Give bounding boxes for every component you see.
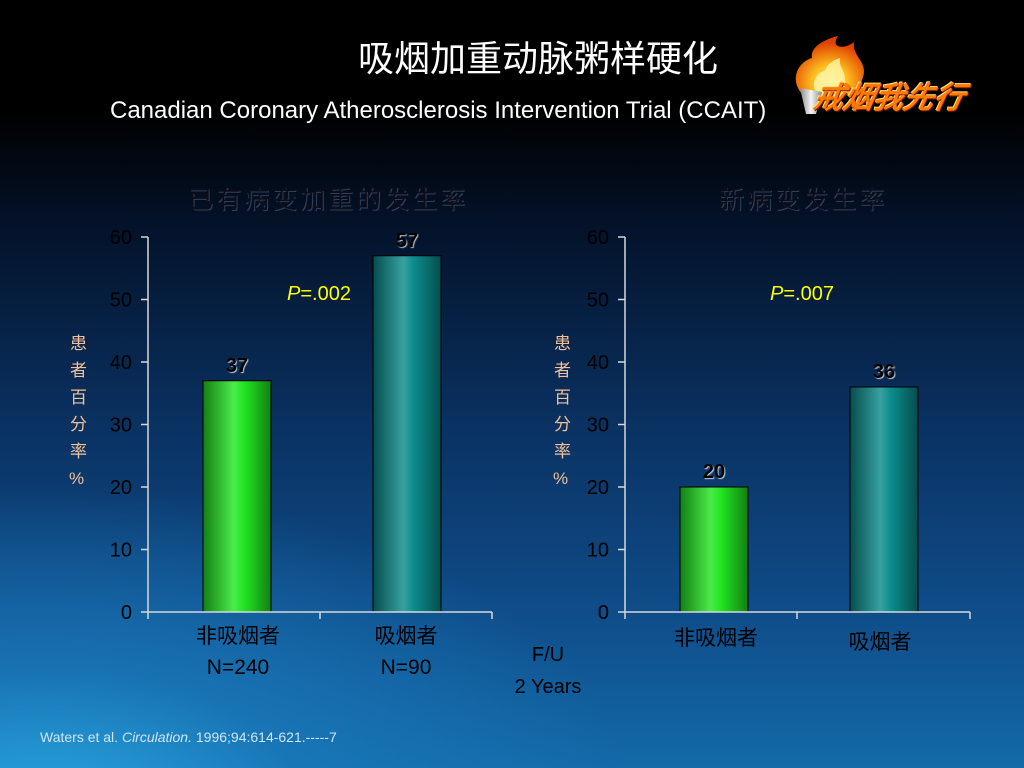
data-label: 37 xyxy=(226,355,248,377)
chart-1-plot: 0 10 20 30 40 50 60 37 57 xyxy=(110,227,493,624)
data-label: 57 xyxy=(396,230,418,252)
category-label: 非吸烟者 xyxy=(196,625,280,648)
y-tick-label: 20 xyxy=(587,477,609,499)
logo-text: 戒烟我先行 xyxy=(810,82,968,115)
category-sublabel: N=240 xyxy=(206,656,270,679)
slide-subtitle: Canadian Coronary Atherosclerosis Interv… xyxy=(110,97,767,124)
y-tick-label: 0 xyxy=(598,602,609,624)
p-value-text: =.007 xyxy=(783,283,834,305)
bar-nonsmoker xyxy=(202,380,272,613)
y-tick-label: 40 xyxy=(110,352,132,374)
bar-smoker xyxy=(372,255,442,613)
y-tick-label: 50 xyxy=(110,290,132,312)
category-label: 吸烟者 xyxy=(374,625,438,648)
chart-2-y-axis-label: 患者百分率% xyxy=(551,334,570,498)
chart-2-plot: 0 10 20 30 40 50 60 20 36 xyxy=(587,227,971,624)
y-tick-label: 10 xyxy=(587,540,609,562)
y-tick-label: 60 xyxy=(587,227,609,249)
category-label: 吸烟者 xyxy=(848,631,912,654)
chart-1-y-axis-label: 患者百分率% xyxy=(67,334,86,498)
follow-up-label: F/U xyxy=(531,644,565,666)
chart-2-title: 新病变发生率 xyxy=(718,186,887,214)
chart-2-p-value: P=.007 xyxy=(770,283,834,306)
y-tick-label: 30 xyxy=(110,415,132,437)
y-tick-label: 60 xyxy=(110,227,132,249)
y-tick-label: 0 xyxy=(121,602,132,624)
y-tick-label: 30 xyxy=(587,415,609,437)
follow-up-duration: 2 Years xyxy=(514,676,582,698)
bar-nonsmoker xyxy=(679,486,749,613)
chart-1-p-value: P=.002 xyxy=(287,283,351,306)
data-label: 20 xyxy=(703,461,725,483)
torch-flame-icon xyxy=(795,36,865,114)
y-tick-label: 40 xyxy=(587,352,609,374)
y-tick-label: 10 xyxy=(110,540,132,562)
p-value-text: =.002 xyxy=(300,283,351,305)
p-symbol: P xyxy=(770,283,784,305)
category-sublabel: N=90 xyxy=(380,656,432,679)
bar-smoker xyxy=(849,386,919,613)
citation: Waters et al. Circulation. 1996;94:614-6… xyxy=(40,729,337,745)
y-tick-label: 50 xyxy=(587,290,609,312)
chart-1-title: 已有病变加重的发生率 xyxy=(187,186,468,214)
data-label: 36 xyxy=(873,361,895,383)
p-symbol: P xyxy=(287,283,301,305)
citation-authors: Waters et al. xyxy=(40,729,122,745)
slide-title: 吸烟加重动脉粥样硬化 xyxy=(357,38,718,79)
citation-journal: Circulation. xyxy=(121,729,192,745)
y-tick-label: 20 xyxy=(110,477,132,499)
category-label: 非吸烟者 xyxy=(674,627,758,650)
citation-details: 1996;94:614-621.-----7 xyxy=(191,729,337,745)
